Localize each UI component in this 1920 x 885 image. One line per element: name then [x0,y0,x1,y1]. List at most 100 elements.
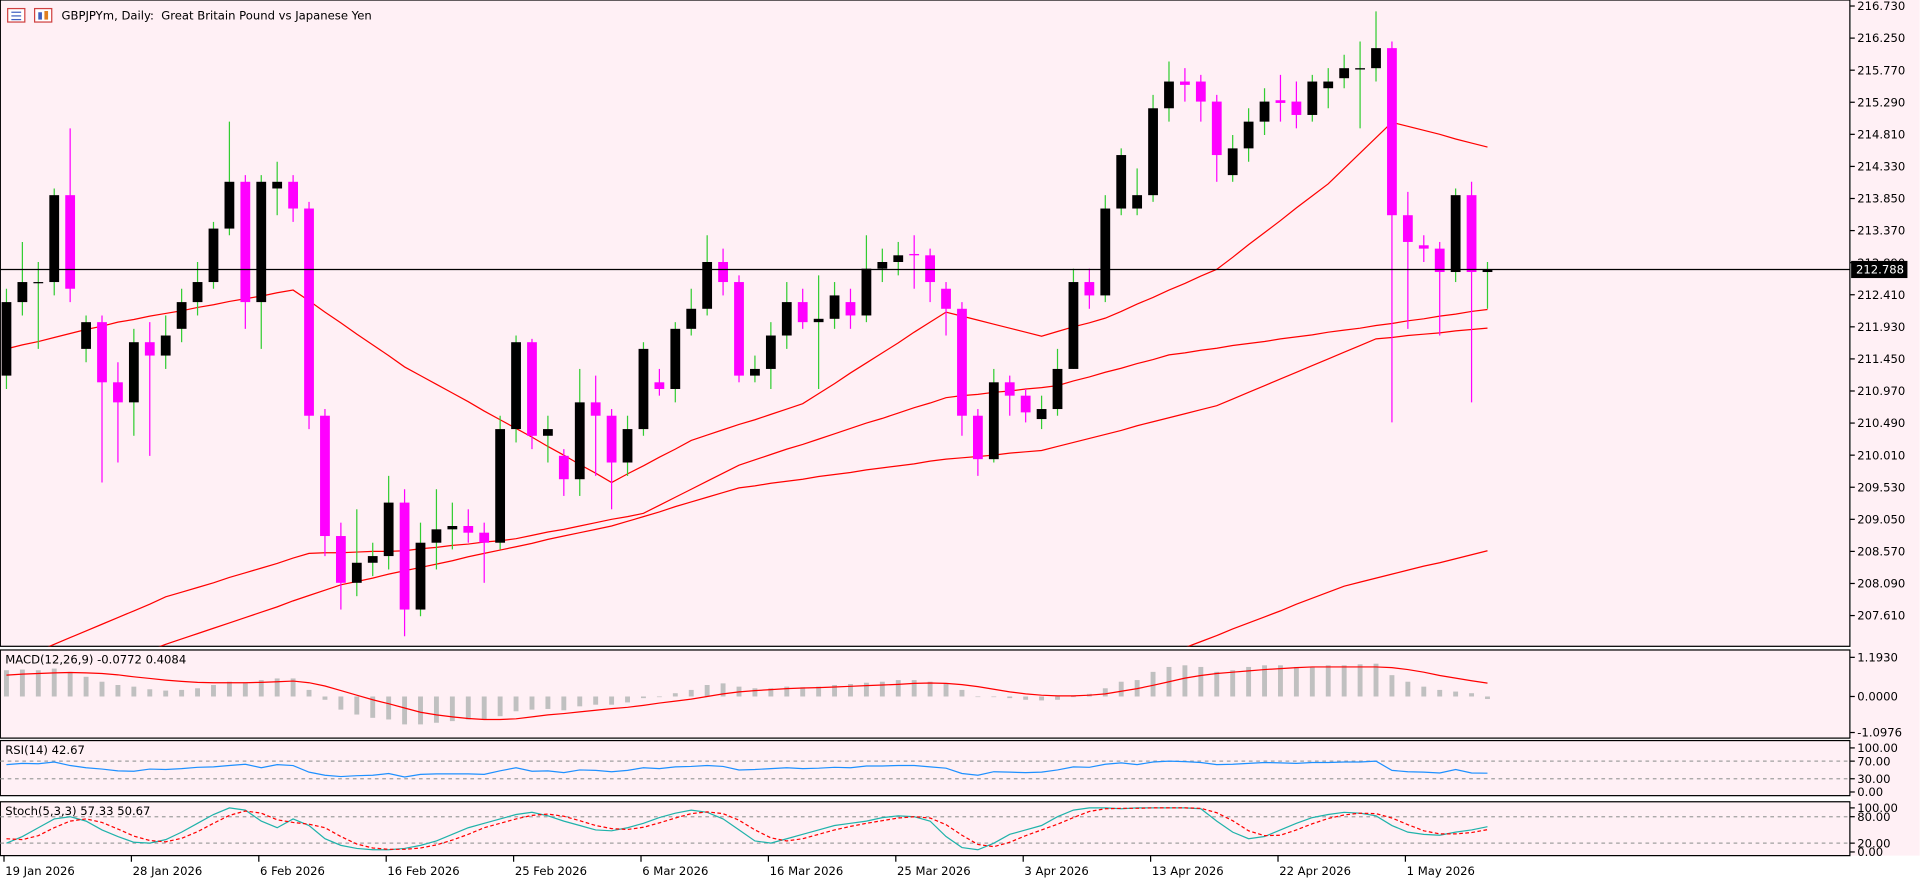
y-tick-label: 215.290 [1857,95,1905,109]
candle-body [49,195,60,283]
y-tick-label: 214.330 [1857,160,1905,174]
y-tick-label: 0.00 [1857,845,1883,859]
candle-body [65,195,76,289]
candle-body [240,181,251,303]
macd-bar [67,671,73,697]
candle-body [558,455,569,480]
macd-bar [1278,665,1283,697]
current-price-label: 212.788 [1856,263,1904,277]
macd-bar [1469,693,1475,697]
candle-body [590,402,601,416]
macd-bar [338,696,344,710]
macd-bar [402,696,408,725]
candle-body [654,382,665,389]
y-tick-label: 100.00 [1857,741,1898,755]
macd-bar [959,689,965,697]
macd-bar [863,682,869,697]
y-tick-label: -1.0976 [1857,726,1902,740]
macd-bar [258,680,264,697]
macd-bar [609,696,615,705]
candle-body [1434,248,1445,273]
x-tick-label: 6 Feb 2026 [260,864,325,878]
rsi-line [6,760,1488,778]
candle-body [893,255,904,262]
macd-bar [656,696,662,698]
candle-body [702,261,713,309]
macd-bar [513,696,519,712]
candle-body [718,261,728,283]
candle-body [320,415,330,537]
candle-body [686,308,697,329]
macd-bar [577,696,583,707]
candle-body [1036,409,1047,420]
stoch-main [6,807,1488,851]
macd-bar [449,696,455,722]
macd-bar [768,688,774,697]
candle-body [463,526,474,533]
candle-body [797,302,808,323]
macd-bar [1341,665,1347,697]
macd-bar [51,668,57,697]
stoch-pane [0,801,1851,857]
macd-bar [1230,670,1236,697]
macd-bar [465,696,471,720]
macd-bar [895,680,901,697]
macd-bar [1102,688,1108,697]
macd-bar [306,689,312,697]
pane-title: MACD(12,26,9) -0.0772 0.4084 [5,652,186,666]
candle-body [543,429,553,436]
macd-bar [1246,666,1252,697]
macd-bar [4,670,9,697]
candle-body [957,308,967,416]
candle-body [1052,368,1063,410]
candle-body [1004,382,1015,396]
candle-body [1116,155,1127,209]
candle-body [750,368,760,376]
macd-bar [242,683,248,697]
toolbar-icons [7,7,53,23]
y-tick-label: 209.050 [1857,512,1905,526]
x-tick-label: 16 Mar 2026 [770,864,844,878]
candle-body [1148,108,1158,196]
macd-bar [848,684,853,697]
macd-bar [832,685,838,697]
y-tick-label: 216.250 [1857,31,1905,45]
y-tick-label: 210.490 [1857,416,1905,430]
x-tick-label: 16 Feb 2026 [387,864,459,878]
candle-body [1020,395,1031,413]
candle-body [1,302,12,376]
macd-bar [497,696,503,717]
x-tick-label: 25 Mar 2026 [897,864,971,878]
y-tick-label: 210.010 [1857,448,1905,462]
macd-bar [163,690,169,697]
candle-body [304,208,314,416]
macd-bar [211,685,216,697]
candle-body [1402,215,1413,242]
macd-bar [1182,665,1188,697]
macd-bar [226,681,232,697]
macd-bar [290,678,296,697]
moving-average [1186,550,1488,647]
y-tick-label: 211.930 [1857,320,1905,334]
candle-body [33,282,44,284]
y-tick-label: 207.610 [1857,609,1905,623]
candle-body [606,415,617,463]
candle-body [351,562,362,583]
macd-bar [1150,671,1156,697]
macd-bar [1055,696,1060,700]
x-tick-label: 25 Feb 2026 [515,864,587,878]
candle-body [1084,282,1095,296]
price-axis [1851,0,1920,856]
candle-body [1466,195,1477,273]
macd-bar [529,696,535,710]
x-tick-label: 19 Jan 2026 [5,864,75,878]
macd-bar [83,676,89,697]
macd-bar [147,689,153,697]
macd-bar [641,696,646,699]
x-tick-label: 13 Apr 2026 [1152,864,1224,878]
candle-body [909,253,920,256]
macd-bar [752,688,758,697]
macd-bar [1373,663,1379,697]
y-tick-label: 0.00 [1857,785,1883,799]
macd-bar [1198,666,1204,697]
